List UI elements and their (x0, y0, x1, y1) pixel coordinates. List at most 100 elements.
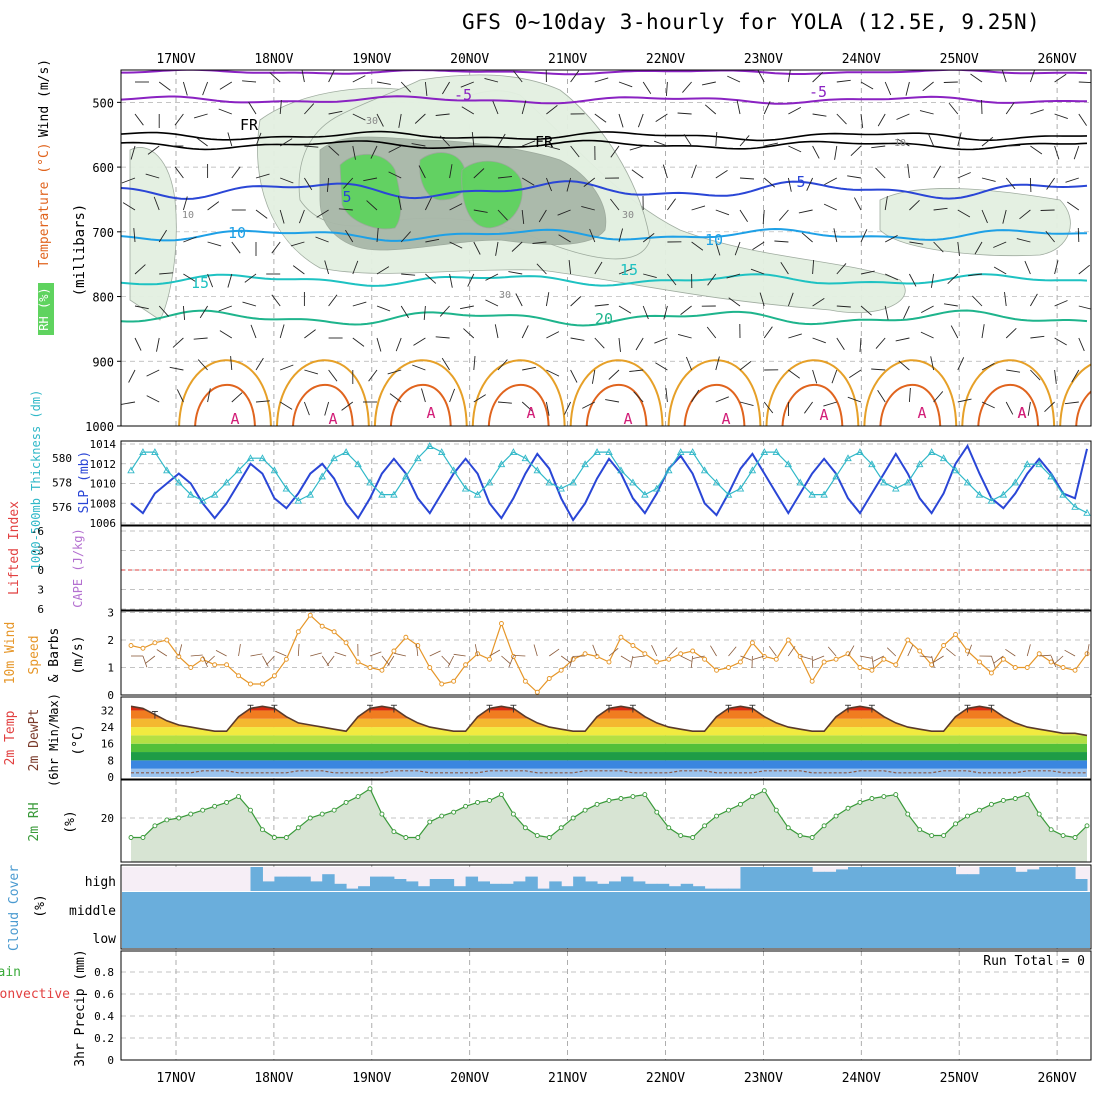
wind-barb (682, 81, 692, 93)
high-cloud-bar (991, 867, 1004, 891)
date-label-top: 22NOV (646, 52, 685, 67)
wind-barb (134, 337, 142, 351)
wind-barb (860, 81, 874, 90)
wind-barb (545, 292, 550, 307)
wind-barb (642, 305, 649, 320)
high-cloud-bar (848, 867, 861, 891)
wind-barb (495, 241, 499, 256)
wind-barb (875, 167, 886, 179)
high-cloud-bar (716, 888, 729, 891)
wind-barb (608, 369, 620, 380)
high-cloud-bar (453, 886, 467, 891)
surface-wind-barb (508, 655, 514, 668)
wind-barb (570, 296, 582, 307)
wind-barb (219, 81, 233, 90)
wind-barb (833, 228, 838, 243)
surface-wind-barb (262, 655, 269, 667)
wind-barb (726, 273, 741, 279)
wind-barb (328, 369, 338, 382)
contour-label: A (426, 404, 435, 422)
wind-speed-point (343, 640, 349, 646)
wind-barb (1046, 177, 1055, 190)
rh2m-point (1048, 827, 1054, 833)
rh2m-point (307, 815, 313, 821)
wind-barb (352, 301, 367, 307)
wind-barb (442, 81, 450, 95)
wind-barb (425, 238, 440, 243)
wind-barb (981, 209, 988, 224)
contour-label: A (1017, 404, 1026, 422)
rh2m-point (917, 827, 923, 833)
wind-barb (635, 337, 644, 351)
surface-wind-barb (827, 646, 837, 657)
wind-barb (485, 299, 499, 307)
wind-barb (324, 401, 330, 416)
wind-speed-point (785, 637, 791, 643)
wind-barb (255, 400, 270, 403)
wind-barb (594, 261, 603, 275)
surface-wind-barb (787, 645, 796, 657)
wind-barb (435, 336, 450, 339)
wind-speed-point (271, 673, 277, 679)
high-cloud-bar (429, 879, 443, 891)
wind-barb (847, 396, 862, 403)
wind-barb (158, 229, 167, 243)
wind-barb (147, 145, 160, 155)
thickness-point (175, 478, 183, 486)
high-cloud-bar (1039, 867, 1052, 891)
pressure-tick: 500 (92, 96, 114, 110)
wind-speed-point (164, 637, 170, 643)
date-label-bottom: 18NOV (254, 1071, 293, 1086)
rh2m-point (283, 835, 289, 840)
rh2m-point (594, 801, 600, 807)
thickness-point (509, 448, 518, 456)
wind-barb (412, 364, 426, 371)
rh2m-point (893, 792, 899, 798)
wind-barb (691, 389, 700, 403)
rh-legend-swatch (38, 283, 54, 335)
wind-barb (352, 337, 365, 347)
wind-barb (182, 81, 188, 96)
wind-barb (957, 241, 960, 256)
wind-barb (667, 198, 676, 211)
wind-barb (759, 292, 765, 307)
wind-barb (654, 140, 668, 147)
contour-label: A (623, 410, 632, 428)
wind-barb (536, 263, 547, 275)
wind-speed-point (1000, 656, 1006, 662)
contour-label: 5 (796, 173, 805, 191)
wind-barb (343, 177, 354, 189)
thickness-point (425, 442, 434, 449)
high-cloud-bar (286, 876, 299, 891)
rh2m-point (331, 807, 337, 813)
wind10m-axis-label: 10m Wind (3, 622, 18, 685)
lifted-index-tick: 6 (37, 603, 44, 616)
temperature-tick: 8 (107, 754, 114, 767)
wind-barb (414, 113, 426, 124)
contour-label: A (917, 404, 926, 422)
temperature-unit-label: (°C) (71, 724, 86, 755)
wind-barb (564, 401, 572, 415)
surface-wind-barb (1026, 644, 1031, 657)
wind-barb (736, 100, 741, 115)
thickness-point (270, 466, 279, 474)
wind-barb (618, 113, 624, 128)
thickness-point (951, 466, 960, 474)
wind-speed-point (283, 656, 289, 662)
wind-barb (860, 229, 868, 243)
temperature-contour (121, 70, 1088, 76)
wind-barb (981, 136, 994, 147)
wind-barb (193, 113, 208, 119)
date-label-bottom: 20NOV (450, 1071, 489, 1086)
wind-barb (538, 209, 547, 223)
rh2m-point (726, 807, 731, 813)
rh2m-point (415, 835, 421, 840)
wind-barb (398, 196, 402, 211)
thickness-point (366, 478, 374, 486)
temperature-band (131, 706, 1087, 711)
wind-barb (279, 100, 282, 115)
surface-wind-barb (238, 644, 241, 657)
wind-barb (788, 369, 800, 379)
surface-wind-barb (680, 655, 692, 662)
surface-wind-barb (533, 644, 538, 657)
